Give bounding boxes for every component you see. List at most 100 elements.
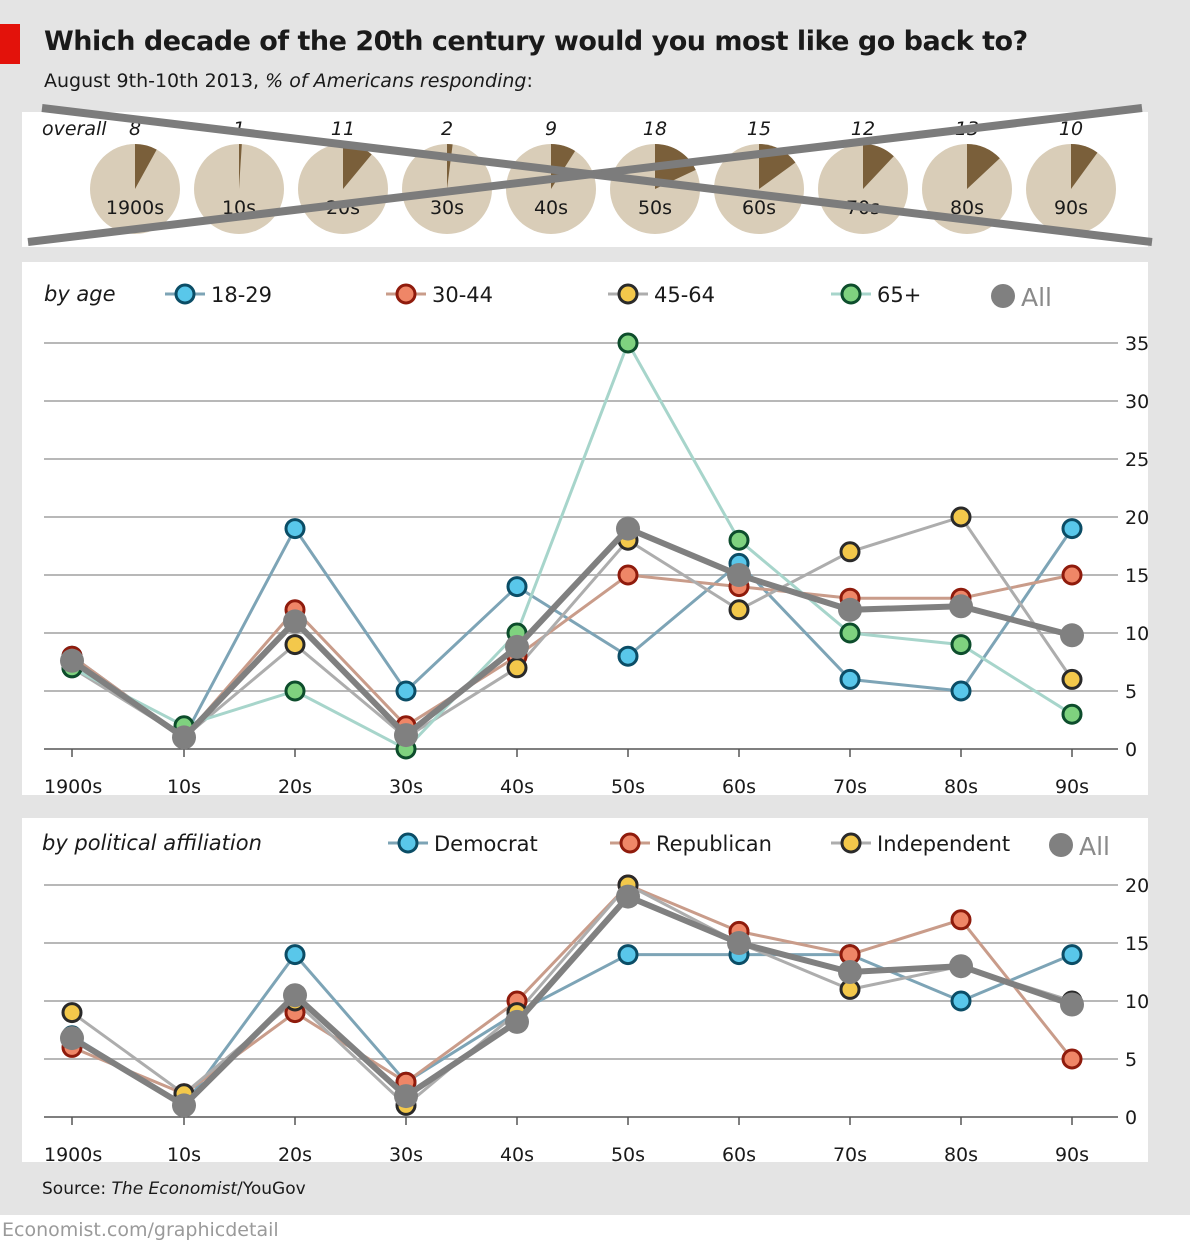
age-point-all-3 xyxy=(394,723,418,748)
age-series-line-1 xyxy=(71,573,1073,740)
age-point-3-7 xyxy=(839,622,861,644)
party-legend-label-2: Independent xyxy=(877,832,1010,856)
age-point-2-6 xyxy=(728,599,750,621)
age-legend-marker-0 xyxy=(174,283,196,305)
age-point-all-0 xyxy=(60,648,84,673)
age-point-0-5 xyxy=(617,645,639,667)
pie-5-category-label: 50s xyxy=(638,197,672,219)
age-xtick-0: 1900s xyxy=(44,776,102,798)
age-ytick-15: 15 xyxy=(1125,565,1149,587)
party-legend-marker-0 xyxy=(397,832,419,854)
pie-0-slice xyxy=(135,144,157,189)
age-point-3-5 xyxy=(617,332,639,354)
age-point-0-9 xyxy=(1061,518,1083,540)
pie-0-category-label: 1900s xyxy=(106,197,164,219)
brand-red-tab xyxy=(0,24,20,64)
party-legend-all-label: All xyxy=(1079,832,1110,861)
party-point-all-6 xyxy=(727,931,751,955)
age-ytick-30: 30 xyxy=(1125,391,1149,413)
source-suffix: /YouGov xyxy=(237,1179,306,1199)
party-xtick-9: 90s xyxy=(1055,1144,1089,1166)
age-xtick-6: 60s xyxy=(722,776,756,798)
age-series-line-2 xyxy=(71,515,1074,740)
party-point-1-8 xyxy=(950,909,972,931)
age-point-3-6 xyxy=(728,529,750,551)
age-xtick-3: 30s xyxy=(389,776,423,798)
party-legend-all-marker xyxy=(1049,833,1073,857)
party-series-line-all xyxy=(70,893,1073,1110)
age-point-0-2 xyxy=(284,518,306,540)
pie-8-slice xyxy=(967,144,1000,189)
age-ytick-20: 20 xyxy=(1125,507,1149,529)
age-legend-marker-2 xyxy=(617,283,639,305)
age-series-line-3 xyxy=(71,339,1073,751)
pie-8-category-label: 80s xyxy=(950,197,984,219)
chart-title: Which decade of the 20th century would y… xyxy=(44,26,1028,57)
age-ytick-35: 35 xyxy=(1125,333,1149,355)
party-point-all-7 xyxy=(838,960,862,984)
party-legend-marker-1 xyxy=(619,832,641,854)
pie-5-value-label: 18 xyxy=(643,118,667,140)
age-point-1-5 xyxy=(617,564,639,586)
chart-canvas: overall81900s110s1120s230s940s1850s1560s… xyxy=(22,104,1153,1166)
pie-9-category-label: 90s xyxy=(1054,197,1088,219)
party-xtick-3: 30s xyxy=(389,1144,423,1166)
pie-3-category-label: 30s xyxy=(430,197,464,219)
pie-6-category-label: 60s xyxy=(742,197,776,219)
party-xtick-2: 20s xyxy=(278,1144,312,1166)
pie-strip-label: overall xyxy=(42,118,107,140)
party-panel-label: by political affiliation xyxy=(42,831,262,855)
party-point-0-2 xyxy=(284,944,306,966)
age-point-2-8 xyxy=(950,506,972,528)
age-panel-label: by age xyxy=(44,282,116,306)
party-legend-label-0: Democrat xyxy=(434,832,538,856)
pie-4-category-label: 40s xyxy=(534,197,568,219)
party-xtick-0: 1900s xyxy=(44,1144,102,1166)
pie-6-value-label: 15 xyxy=(747,118,771,140)
party-ytick-10: 10 xyxy=(1125,991,1149,1013)
age-xtick-5: 50s xyxy=(611,776,645,798)
party-point-1-9 xyxy=(1061,1048,1083,1070)
source-publication: The Economist xyxy=(111,1179,238,1199)
age-point-2-9 xyxy=(1061,668,1083,690)
source-note: Source: The Economist/YouGov xyxy=(42,1179,306,1199)
pie-7-value-label: 12 xyxy=(851,118,875,140)
party-xtick-8: 80s xyxy=(944,1144,978,1166)
age-point-2-2 xyxy=(284,634,306,656)
age-xtick-9: 90s xyxy=(1055,776,1089,798)
age-legend-marker-1 xyxy=(395,283,417,305)
age-point-all-7 xyxy=(838,597,862,622)
age-point-all-8 xyxy=(949,594,973,619)
age-point-0-7 xyxy=(839,668,861,690)
age-ytick-25: 25 xyxy=(1125,449,1149,471)
age-point-3-8 xyxy=(950,634,972,656)
age-legend-all-label: All xyxy=(1021,283,1052,312)
site-footer: Economist.com/graphicdetail xyxy=(2,1219,279,1241)
party-point-all-4 xyxy=(505,1009,529,1034)
party-point-all-8 xyxy=(949,954,973,979)
party-point-2-0 xyxy=(61,1002,83,1024)
party-xtick-1: 10s xyxy=(167,1144,201,1166)
subtitle-units: % of Americans responding xyxy=(265,70,527,92)
party-xtick-5: 50s xyxy=(611,1144,645,1166)
chart-subtitle: August 9th-10th 2013, % of Americans res… xyxy=(44,70,533,92)
pie-4-value-label: 9 xyxy=(545,118,557,140)
age-point-0-3 xyxy=(395,680,417,702)
cross-out-line-2 xyxy=(41,104,1153,246)
party-xtick-4: 40s xyxy=(500,1144,534,1166)
age-point-0-8 xyxy=(950,680,972,702)
party-ytick-15: 15 xyxy=(1125,933,1149,955)
party-point-all-9 xyxy=(1060,992,1084,1017)
party-panel-background xyxy=(22,818,1148,1162)
party-point-all-5 xyxy=(616,884,640,909)
party-point-0-5 xyxy=(617,944,639,966)
age-legend-marker-3 xyxy=(840,283,862,305)
pie-9-slice xyxy=(1071,144,1098,189)
pie-3-value-label: 2 xyxy=(441,118,453,140)
age-panel-background xyxy=(22,262,1148,795)
age-point-all-2 xyxy=(283,609,307,634)
party-ytick-0: 0 xyxy=(1125,1107,1137,1129)
age-legend-label-1: 30-44 xyxy=(432,283,493,307)
pie-2-slice xyxy=(343,144,372,189)
pie-1-slice xyxy=(239,144,242,189)
